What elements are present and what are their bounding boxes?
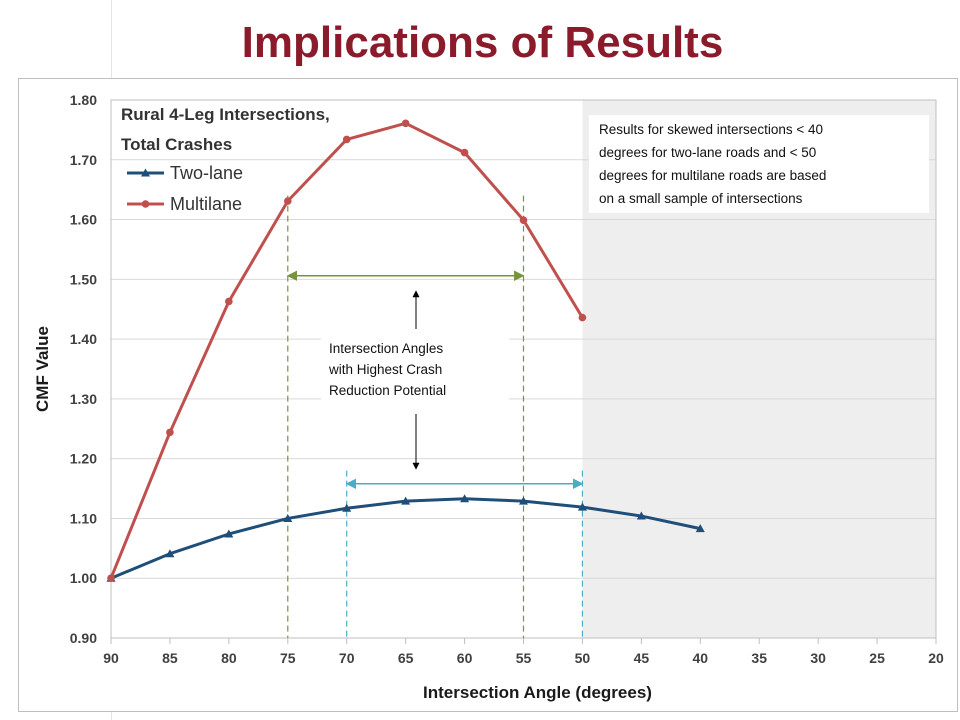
two-lane-point [577,502,587,511]
x-tick-label: 30 [810,650,826,666]
two-lane-point [695,524,705,533]
two-lane-point [519,496,528,505]
x-tick-label: 25 [869,650,885,666]
multilane-point [342,135,351,144]
multilane-point [225,297,233,306]
range-label-line: Reduction Potential [329,383,446,398]
multilane-point [519,216,528,224]
cmf-chart: 0.90 1.00 1.10 1.20 1.30 1.40 1.50 1.60 1.70 1.80… [33,92,944,702]
two-lane-point [401,496,411,505]
note-line: on a small sample of intersections [599,191,803,206]
x-tick-label: 20 [928,650,944,666]
y-tick-label: 0.90 [70,630,97,646]
legend-marker-circle [141,200,150,208]
multilane-point [578,313,587,322]
y-tick-label: 1.60 [70,212,97,228]
legend-label-multilane: Multilane [170,194,242,214]
x-tick-label: 40 [692,650,708,666]
multilane-point [401,119,410,128]
y-tick-label: 1.80 [70,92,97,108]
legend-label-two-lane: Two-lane [170,163,243,183]
x-tick-label: 70 [339,650,355,666]
y-axis-title: CMF Value [33,326,52,412]
y-tick-label: 1.20 [70,451,97,467]
two-lane-point [165,549,175,558]
two-lane-point [283,513,293,522]
y-tick-label: 1.10 [70,510,97,526]
chart-title-line: Rural 4-Leg Intersections, [121,105,330,124]
x-tick-label: 60 [457,650,473,666]
multilane-point [107,574,115,583]
slide-title: Implications of Results [241,18,724,67]
two-lane-point [460,494,470,503]
y-tick-label: 1.30 [70,391,97,407]
note-line: Results for skewed intersections < 40 [599,122,823,137]
range-label-line: Intersection Angles [329,341,443,356]
x-tick-label: 55 [516,650,532,666]
two-lane-point [224,529,234,538]
legend-marker-triangle [141,168,150,177]
chart-title-line: Total Crashes [121,135,232,154]
multilane-point [460,148,469,157]
x-tick-label: 65 [398,650,414,666]
y-tick-label: 1.50 [70,271,97,287]
two-lane-point [636,511,646,520]
note-line: degrees for multilane roads are based [599,168,826,183]
note-box [589,115,929,213]
two-lane-point [342,503,352,512]
multilane-point [166,428,174,437]
x-tick-label: 45 [634,650,650,666]
x-tick-label: 75 [280,650,296,666]
y-tick-label: 1.70 [70,152,97,168]
x-axis-title: Intersection Angle (degrees) [423,683,652,702]
multilane-point [283,197,292,205]
chart-frame: 0.90 1.00 1.10 1.20 1.30 1.40 1.50 1.60 1.70 1.80… [18,78,958,712]
x-tick-label: 50 [575,650,591,666]
note-line: degrees for two-lane roads and < 50 [599,145,816,160]
range-label-box [321,334,509,402]
x-tick-label: 35 [751,650,767,666]
y-tick-label: 1.40 [70,331,97,347]
x-tick-label: 80 [221,650,237,666]
range-label-line: with Highest Crash [328,362,442,377]
x-tick-label: 85 [162,650,178,666]
y-tick-label: 1.00 [70,570,97,586]
x-tick-label: 90 [103,650,119,666]
